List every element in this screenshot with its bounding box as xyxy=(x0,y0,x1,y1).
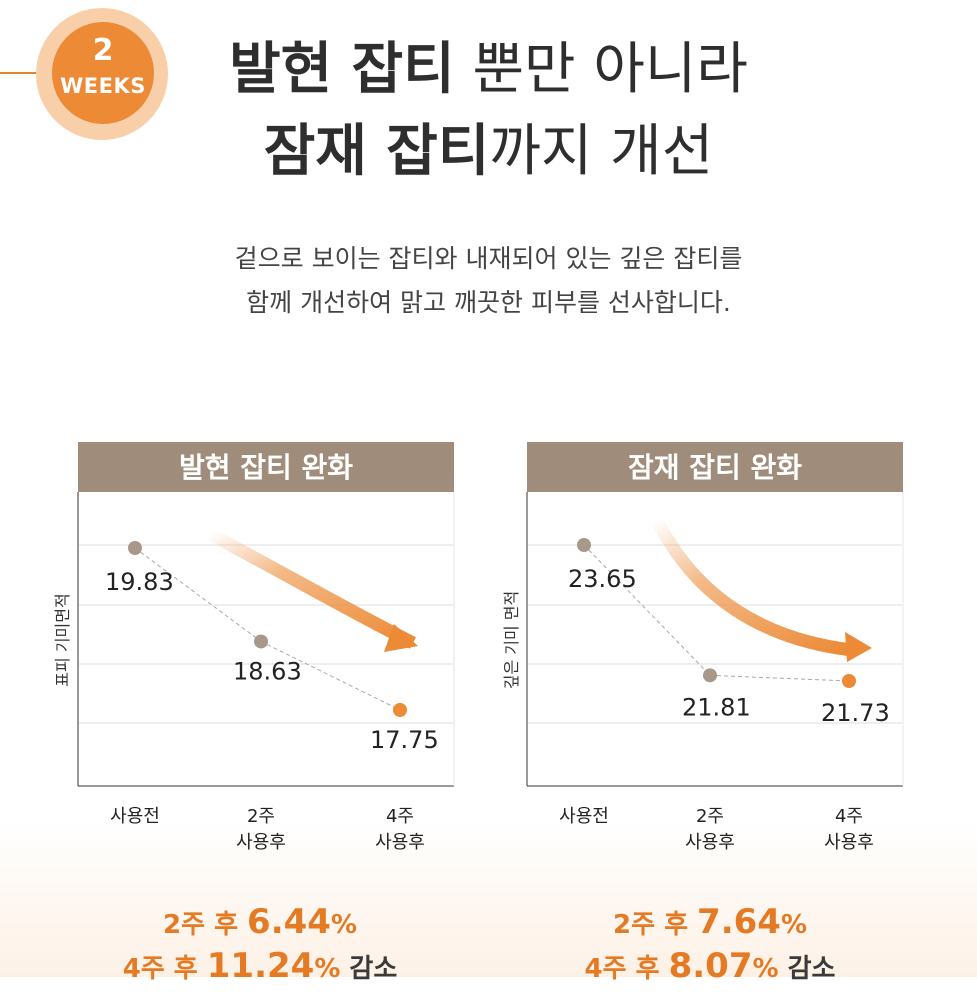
result-right-2w-unit: % xyxy=(780,910,807,940)
category-label-line: 2주 xyxy=(696,806,724,827)
result-right-4w-unit: % xyxy=(752,954,779,984)
category-label-line: 사용후 xyxy=(375,832,425,853)
series-segment-1 xyxy=(709,674,850,682)
subtitle-line-2: 함께 개선하여 맑고 깨끗한 피부를 선사합니다. xyxy=(246,288,731,317)
decorative-line xyxy=(0,72,60,74)
result-right-2w-label: 2주 후 xyxy=(613,910,698,940)
data-point-0 xyxy=(577,538,591,552)
data-label-1: 18.63 xyxy=(233,657,302,685)
headline-2-bold: 잠재 잡티 xyxy=(263,119,490,184)
series-segment-0 xyxy=(583,544,711,676)
chart-title: 발현 잡티 완화 xyxy=(179,451,353,484)
result-left-decrease: 감소 xyxy=(340,954,398,984)
result-right-2w-value: 7.64 xyxy=(697,902,781,942)
category-label-line: 2주 xyxy=(247,806,275,827)
y-axis-label: 깊은 기미 면적 xyxy=(502,591,521,690)
result-left-4w-label: 4주 후 xyxy=(122,954,207,984)
result-left-2w-value: 6.44 xyxy=(247,902,331,942)
data-label-2: 17.75 xyxy=(370,726,439,754)
trend-arrow-shaft xyxy=(206,528,416,649)
category-label-line: 4주 xyxy=(386,806,414,827)
chart-latent-spots: 잠재 잡티 완화 깊은 기미 면적 23.65 21.81 21.73 사용전 2주 사용후 4… xyxy=(502,440,905,860)
data-point-2 xyxy=(393,703,407,717)
result-left-2w-unit: % xyxy=(330,910,357,940)
trend-arrow-head xyxy=(384,624,418,652)
trend-arrow-head xyxy=(845,632,872,662)
data-label-0: 23.65 xyxy=(568,565,637,593)
chart-title: 잠재 잡티 완화 xyxy=(628,451,802,484)
badge-number: 2 xyxy=(92,33,114,68)
result-right-line-2: 4주 후 8.07% 감소 xyxy=(520,944,900,988)
chart-header-bar xyxy=(527,442,903,492)
category-label-line: 사용후 xyxy=(236,832,286,853)
y-axis-label: 표피 기미면적 xyxy=(53,593,72,686)
result-right-4w-label: 4주 후 xyxy=(584,954,669,984)
badge-word: WEEKS xyxy=(60,74,146,98)
result-right-decrease: 감소 xyxy=(778,954,836,984)
data-label-1: 21.81 xyxy=(682,693,751,721)
category-label-0: 사용전 xyxy=(110,806,160,827)
result-left-2w-label: 2주 후 xyxy=(163,910,248,940)
data-label-0: 19.83 xyxy=(105,568,174,596)
series-segment-0 xyxy=(134,547,262,642)
result-left-4w-unit: % xyxy=(314,954,341,984)
category-label-line: 사용전 xyxy=(559,806,609,827)
chart-header-bar xyxy=(78,442,454,492)
headline-line-2: 잠재 잡티까지 개선 xyxy=(0,120,977,184)
result-right: 2주 후 7.64% 4주 후 8.07% 감소 xyxy=(520,900,900,988)
category-label-line: 사용후 xyxy=(685,832,735,853)
result-left-line-1: 2주 후 6.44% xyxy=(70,900,450,944)
headline-1-rest: 뿐만 아니라 xyxy=(454,37,748,102)
trend-arrow-shaft xyxy=(651,517,853,657)
series-segment-1 xyxy=(260,641,401,711)
headline-2-rest: 까지 개선 xyxy=(489,119,714,184)
chart-surface-spots: 발현 잡티 완화 표피 기미면적 19.83 18.63 17.75 사용전 2주 사용후 4주… xyxy=(53,440,456,860)
result-left-4w-value: 11.24 xyxy=(206,946,315,986)
category-label-line: 사용전 xyxy=(110,806,160,827)
data-point-2 xyxy=(842,674,856,688)
result-right-4w-value: 8.07 xyxy=(668,946,753,986)
category-label-line: 사용후 xyxy=(824,832,874,853)
result-left: 2주 후 6.44% 4주 후 11.24% 감소 xyxy=(70,900,450,988)
data-point-0 xyxy=(128,541,142,555)
headline-line-1: 발현 잡티 뿐만 아니라 xyxy=(0,38,977,102)
result-left-line-2: 4주 후 11.24% 감소 xyxy=(70,944,450,988)
result-right-line-1: 2주 후 7.64% xyxy=(520,900,900,944)
subtitle-line-1: 겉으로 보이는 잡티와 내재되어 있는 깊은 잡티를 xyxy=(234,244,743,273)
category-label-line: 4주 xyxy=(835,806,863,827)
category-label-0: 사용전 xyxy=(559,806,609,827)
weeks-badge: 2 WEEKS xyxy=(52,22,154,124)
data-label-2: 21.73 xyxy=(821,699,890,727)
data-point-1 xyxy=(703,668,717,683)
headline-1-bold: 발현 잡티 xyxy=(229,37,455,102)
data-point-1 xyxy=(254,634,268,649)
